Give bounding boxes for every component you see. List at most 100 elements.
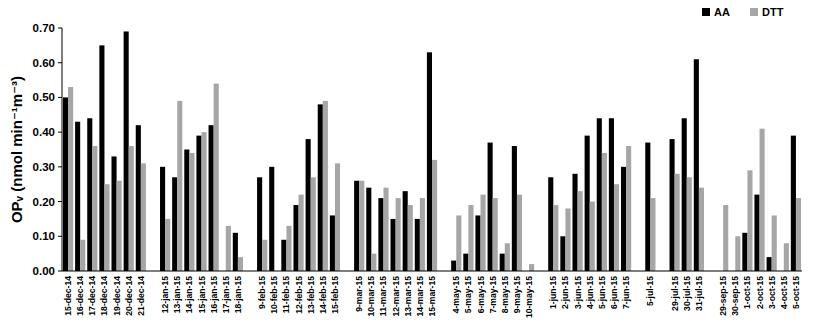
bar: [269, 167, 274, 271]
x-tick-label: 2-oct-15: [755, 276, 765, 309]
legend-swatch: [702, 8, 710, 16]
bar: [335, 163, 340, 271]
bar: [286, 226, 291, 271]
bar: [160, 167, 165, 271]
bar: [238, 257, 243, 271]
x-tick-label: 4-may-15: [451, 276, 461, 313]
x-axis: [62, 271, 802, 272]
bar: [602, 153, 607, 271]
x-tick-label: 29-jul-15: [670, 276, 680, 311]
bar: [257, 177, 262, 271]
y-tick: [58, 97, 62, 98]
y-tick-label: 0.60: [33, 57, 55, 69]
x-tick-label: 12-mar-15: [391, 276, 401, 317]
bar: [391, 219, 396, 271]
bar: [323, 101, 328, 271]
x-tick-label: 14-mar-15: [415, 276, 425, 317]
bar: [560, 236, 565, 271]
x-tick-label: 17-jan-15: [221, 276, 231, 313]
bar: [754, 195, 759, 271]
bar: [682, 118, 687, 271]
x-tick-label: 3-oct-15: [767, 276, 777, 309]
bar: [371, 254, 376, 271]
bar: [609, 118, 614, 271]
bar: [553, 205, 558, 271]
x-tick-label: 6-jun-15: [609, 276, 619, 309]
x-tick-label: 29-sep-15: [718, 276, 728, 316]
x-tick-label: 5-oct-15: [791, 276, 801, 309]
bar: [614, 184, 619, 271]
x-tick-label: 12-feb-15: [294, 276, 304, 314]
bar: [396, 198, 401, 271]
y-tick: [58, 28, 62, 29]
bar: [75, 122, 80, 271]
y-tick-label: 0.40: [33, 126, 55, 138]
x-tick-label: 3-jun-15: [573, 276, 583, 309]
x-tick-label: 17-dec-14: [87, 276, 97, 316]
bar: [172, 177, 177, 271]
x-tick-label: 1-jun-15: [548, 276, 558, 309]
y-tick: [58, 201, 62, 202]
bar: [306, 139, 311, 271]
x-tick-label: 30-jul-15: [682, 276, 692, 311]
bar: [742, 233, 747, 271]
y-tick: [58, 62, 62, 63]
x-tick-label: 5-jun-15: [597, 276, 607, 309]
x-tick-label: 7-jun-15: [621, 276, 631, 309]
x-tick-label: 11-feb-15: [281, 276, 291, 313]
x-tick-label: 11-mar-15: [378, 276, 388, 316]
bar: [80, 240, 85, 271]
bar: [366, 188, 371, 271]
bar: [226, 226, 231, 271]
bar: [311, 177, 316, 271]
x-tick-label: 12-jan-15: [160, 276, 170, 313]
bar: [293, 205, 298, 271]
bar: [590, 202, 595, 271]
bar: [408, 205, 413, 271]
bar: [578, 191, 583, 271]
bar: [687, 177, 692, 271]
bar: [597, 118, 602, 271]
bar: [124, 31, 129, 271]
bar: [104, 184, 109, 271]
bar: [451, 261, 456, 271]
x-tick-label: 6-may-15: [476, 276, 486, 313]
y-tick-label: 0.50: [33, 91, 55, 103]
bar: [572, 174, 577, 271]
bar: [189, 153, 194, 271]
x-tick-label: 16-jan-15: [209, 276, 219, 313]
bar: [456, 215, 461, 271]
bar: [427, 52, 432, 271]
bar: [378, 198, 383, 271]
bar: [650, 198, 655, 271]
x-tick-label: 5-jul-15: [645, 276, 655, 306]
bar: [87, 118, 92, 271]
bar: [92, 146, 97, 271]
bar: [117, 181, 122, 271]
bar: [475, 215, 480, 271]
bar: [383, 188, 388, 271]
bar: [136, 125, 141, 271]
x-tick-label: 1-oct-15: [742, 276, 752, 309]
x-tick-label: 8-may-15: [500, 276, 510, 313]
y-tick: [58, 132, 62, 133]
bar: [791, 136, 796, 271]
bar: [621, 167, 626, 271]
bar: [512, 146, 517, 271]
x-tick-label: 13-feb-15: [306, 276, 316, 314]
bar: [772, 215, 777, 271]
legend-label: AA: [714, 6, 730, 18]
bar: [233, 233, 238, 271]
bar: [415, 219, 420, 271]
bar: [177, 101, 182, 271]
bar: [565, 209, 570, 271]
bars: [63, 31, 801, 271]
bar: [481, 195, 486, 271]
x-tick-label: 4-oct-15: [779, 276, 789, 309]
legend-label: DTT: [762, 6, 784, 18]
x-tick-label: 15-feb-15: [330, 276, 340, 314]
bar: [209, 125, 214, 271]
x-tick-label: 16-dec-14: [75, 276, 85, 316]
bar: [214, 84, 219, 271]
x-tick-label: 20-dec-14: [124, 276, 134, 316]
